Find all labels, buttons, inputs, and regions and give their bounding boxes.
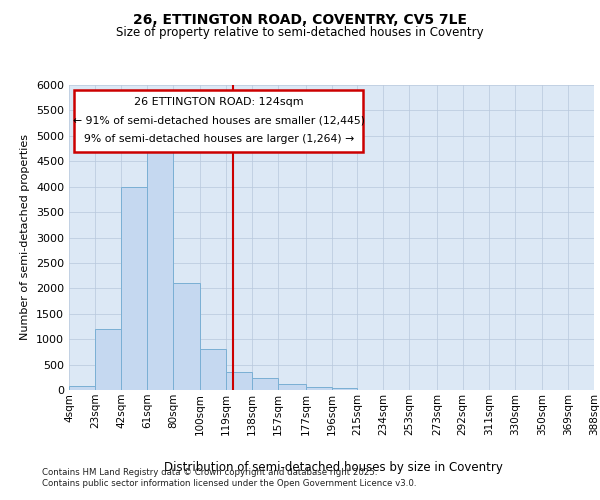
Text: 9% of semi-detached houses are larger (1,264) →: 9% of semi-detached houses are larger (1… <box>83 134 354 144</box>
Text: 26, ETTINGTON ROAD, COVENTRY, CV5 7LE: 26, ETTINGTON ROAD, COVENTRY, CV5 7LE <box>133 12 467 26</box>
Bar <box>252 378 278 390</box>
Text: 26 ETTINGTON ROAD: 124sqm: 26 ETTINGTON ROAD: 124sqm <box>134 97 304 107</box>
Bar <box>147 144 173 390</box>
Bar <box>226 372 252 390</box>
Bar <box>305 388 331 390</box>
Text: ← 91% of semi-detached houses are smaller (12,445): ← 91% of semi-detached houses are smalle… <box>73 116 365 126</box>
Bar <box>278 384 305 390</box>
FancyBboxPatch shape <box>74 90 363 152</box>
Y-axis label: Number of semi-detached properties: Number of semi-detached properties <box>20 134 31 340</box>
Bar <box>200 350 226 390</box>
Text: Contains HM Land Registry data © Crown copyright and database right 2025.
Contai: Contains HM Land Registry data © Crown c… <box>42 468 416 487</box>
Text: Distribution of semi-detached houses by size in Coventry: Distribution of semi-detached houses by … <box>164 461 502 474</box>
Bar <box>173 283 200 390</box>
Bar <box>121 186 147 390</box>
Text: Size of property relative to semi-detached houses in Coventry: Size of property relative to semi-detach… <box>116 26 484 39</box>
Bar <box>69 386 95 390</box>
Bar <box>95 329 121 390</box>
Bar <box>331 388 358 390</box>
